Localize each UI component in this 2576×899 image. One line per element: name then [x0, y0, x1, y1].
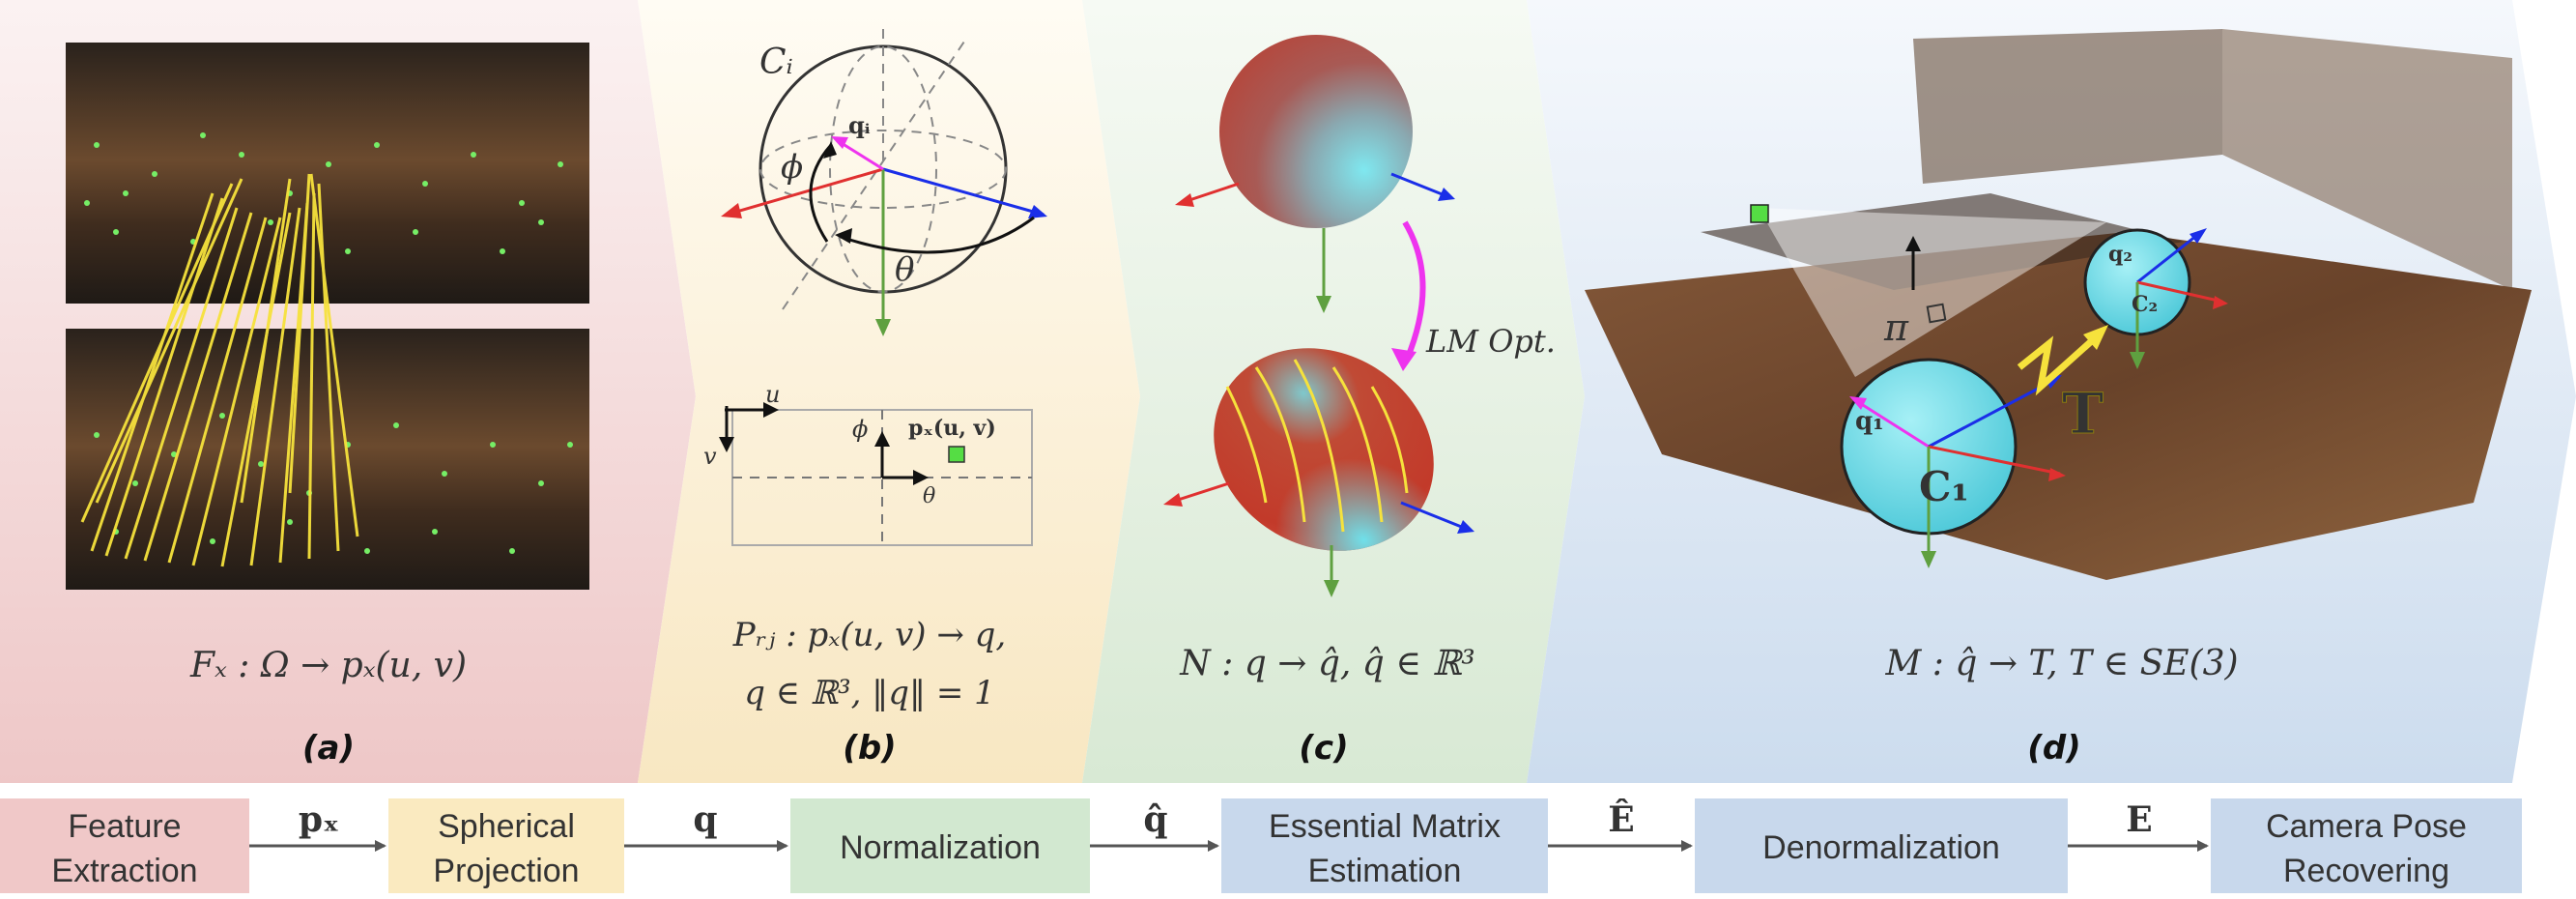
- box-denormalization: Denormalization: [1695, 798, 2068, 893]
- q1-label: q₁: [1855, 407, 1884, 436]
- svg-text:Projection: Projection: [433, 853, 579, 889]
- panel-label-c: (c): [1299, 729, 1348, 768]
- scene-table: [1701, 193, 2184, 290]
- grid-point-marker: [948, 446, 965, 463]
- panel-a-illustration: [66, 43, 589, 590]
- lm-opt-arrow: [1402, 220, 1426, 362]
- c2-label: C₂: [2132, 292, 2158, 317]
- pipeline-arrow-e: E: [2068, 799, 2209, 852]
- translation-arrow: [2017, 334, 2100, 396]
- box-camera-pose-recovering: Camera Pose Recovering: [2211, 798, 2522, 893]
- formula-c: N : q → q̂, q̂ ∈ ℝ³: [1179, 644, 1474, 683]
- sphere-before-normalization: [1219, 35, 1413, 228]
- scene-wall-right: [2222, 29, 2512, 290]
- epipolar-plane: [1759, 208, 2106, 377]
- scene-floor: [1585, 232, 2532, 580]
- point-label: qᵢ: [848, 111, 871, 139]
- svg-text:pₓ: pₓ: [299, 799, 339, 840]
- q2-label: q₂: [2108, 242, 2132, 267]
- sphere-label: Cᵢ: [759, 43, 793, 82]
- phi-label: ϕ: [781, 148, 803, 187]
- pipeline: Feature Extraction Spherical Projection …: [0, 798, 2522, 893]
- box-spherical-projection: Spherical Projection: [388, 798, 624, 893]
- pipeline-arrow-ehat: Ê: [1548, 799, 1693, 852]
- grid-point-label: pₓ(u, v): [908, 416, 996, 441]
- feature-points-top: [84, 132, 563, 254]
- svg-text:Spherical: Spherical: [438, 808, 575, 845]
- panel-label-a: (a): [302, 729, 355, 768]
- svg-text:Denormalization: Denormalization: [1762, 829, 2000, 866]
- scene-wall-left: [1913, 29, 2222, 184]
- grid-phi-label: ϕ: [852, 416, 868, 443]
- formula-d: M : q̂ → T, T ∈ SE(3): [1884, 644, 2238, 683]
- panel-label-b: (b): [843, 729, 896, 768]
- box-normalization: Normalization: [790, 798, 1090, 893]
- svg-text:Normalization: Normalization: [840, 829, 1041, 866]
- normalization-flow-arrows: [1225, 359, 1409, 533]
- axis-x-blue: [882, 167, 1045, 217]
- axis-y-red: [726, 167, 884, 217]
- box-feature-extraction: Feature Extraction: [0, 798, 249, 893]
- box-essential-matrix-estimation: Essential Matrix Estimation: [1221, 798, 1548, 893]
- svg-text:E: E: [2126, 799, 2152, 840]
- svg-text:q: q: [693, 799, 717, 840]
- panorama-top: [66, 43, 589, 304]
- formula-b-line1: Pᵣⱼ : pₓ(u, v) → q,: [732, 616, 1007, 654]
- panel-d-illustration: C₁ C₂ q₁ q₂ π T: [1585, 29, 2532, 580]
- pipeline-arrow-px: pₓ: [249, 799, 386, 852]
- theta-label: θ: [895, 250, 914, 289]
- svg-text:Recovering: Recovering: [2283, 853, 2449, 889]
- svg-text:q̂: q̂: [1143, 799, 1167, 840]
- svg-text:Ê: Ê: [1608, 799, 1634, 840]
- feature-points-bottom: [94, 413, 573, 554]
- pi-label: π: [1883, 306, 1909, 349]
- svg-text:Essential Matrix: Essential Matrix: [1269, 808, 1501, 845]
- formula-b-line2: q ∈ ℝ³, ‖q‖ = 1: [744, 674, 995, 712]
- pipeline-arrow-qhat: q̂: [1090, 799, 1219, 852]
- t-label: T: [2062, 381, 2104, 447]
- panel-label-d: (d): [2027, 729, 2080, 768]
- svg-text:Extraction: Extraction: [51, 853, 197, 889]
- grid-theta-label: θ: [923, 484, 935, 508]
- svg-text:Estimation: Estimation: [1308, 853, 1462, 889]
- grid-v-label: v: [703, 443, 717, 470]
- panel-c-illustration: LM Opt.: [1163, 35, 1556, 597]
- c1-label: C₁: [1919, 463, 1969, 510]
- feature-matches: [80, 173, 359, 567]
- svg-text:Feature: Feature: [68, 808, 181, 845]
- panel-b-illustration: Cᵢ qᵢ ϕ θ u v ϕ θ pₓ(u, v): [703, 29, 1047, 546]
- lm-opt-label: LM Opt.: [1425, 323, 1556, 360]
- grid-u-label: u: [765, 381, 780, 408]
- svg-text:Camera Pose: Camera Pose: [2266, 808, 2467, 845]
- formula-a: Fₓ : Ω → pₓ(u, v): [189, 646, 467, 685]
- panel-b-background: [638, 0, 1140, 783]
- pipeline-arrow-q: q: [624, 799, 788, 852]
